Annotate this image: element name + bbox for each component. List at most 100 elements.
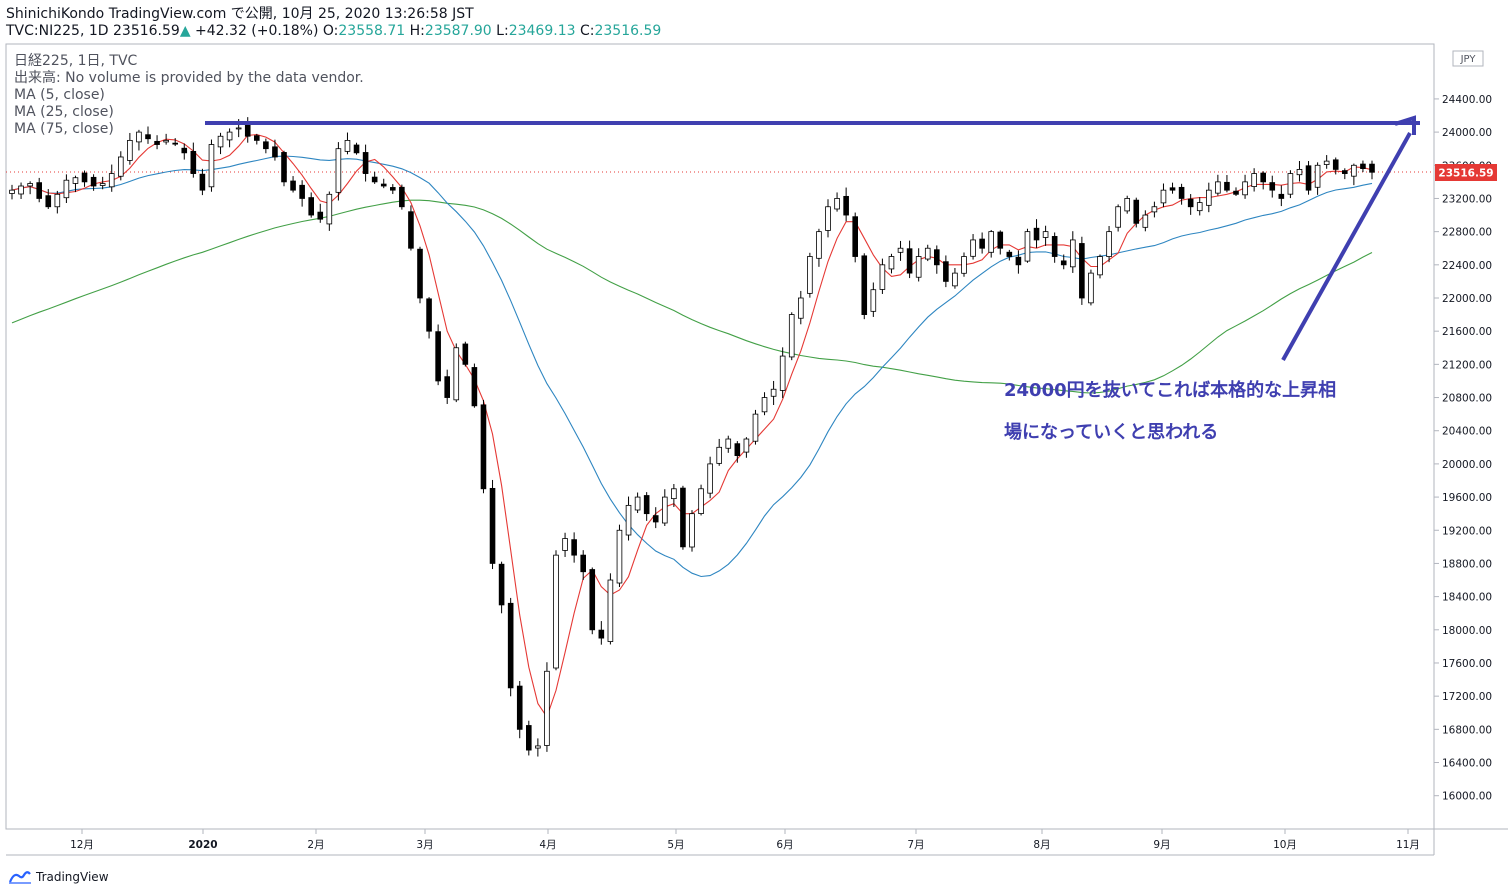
time-tick-label: 2020 bbox=[188, 839, 217, 851]
candle-body bbox=[997, 231, 1004, 249]
candle-body bbox=[643, 495, 650, 515]
tradingview-logo-icon bbox=[8, 871, 31, 884]
ma75-line bbox=[11, 199, 1373, 394]
legend-ma5[interactable]: MA (5, close) bbox=[14, 87, 105, 103]
candle-body bbox=[1169, 187, 1176, 191]
time-tick-label: 3月 bbox=[416, 839, 433, 851]
candle-body bbox=[770, 388, 777, 397]
price-tick-label: 24000.00 bbox=[1442, 127, 1492, 139]
candle-body bbox=[190, 150, 197, 174]
candle-body bbox=[725, 438, 732, 449]
candle-body bbox=[299, 184, 305, 199]
tradingview-brand[interactable]: TradingView bbox=[8, 870, 109, 884]
candle-body bbox=[1079, 243, 1085, 299]
candle-body bbox=[943, 261, 949, 282]
candle-body bbox=[253, 135, 260, 141]
candle-body bbox=[625, 504, 632, 536]
legend-volume-note: 出来高: No volume is provided by the data v… bbox=[14, 70, 364, 86]
price-tick-label: 24400.00 bbox=[1442, 94, 1492, 106]
candle-body bbox=[607, 579, 614, 642]
candle-body bbox=[27, 183, 33, 187]
candle-body bbox=[371, 176, 378, 183]
candle-body bbox=[326, 193, 333, 225]
candle-body bbox=[906, 248, 913, 274]
candle-body bbox=[716, 446, 722, 464]
candle-body bbox=[1296, 169, 1303, 176]
up-arrow-icon: ▲ bbox=[179, 23, 191, 39]
candle-body bbox=[181, 147, 188, 154]
candle-body bbox=[399, 186, 405, 208]
price-tick-label: 22000.00 bbox=[1442, 293, 1492, 305]
annotation-arrow[interactable] bbox=[1281, 132, 1412, 361]
candle-body bbox=[1332, 159, 1339, 170]
candle-body bbox=[172, 142, 179, 145]
candle-body bbox=[1242, 181, 1248, 196]
price-tick-label: 21200.00 bbox=[1442, 359, 1492, 371]
low-label: L: bbox=[496, 23, 509, 39]
candle-body bbox=[779, 355, 786, 391]
candle-body bbox=[1187, 198, 1194, 208]
candle-body bbox=[108, 173, 115, 188]
ma25-line bbox=[11, 155, 1373, 578]
candle-body bbox=[163, 139, 169, 143]
candle-body bbox=[1224, 181, 1230, 191]
candle-body bbox=[1360, 163, 1366, 169]
candle-body bbox=[807, 256, 813, 294]
time-tick-label: 6月 bbox=[776, 839, 793, 851]
candle-body bbox=[662, 496, 668, 524]
candle-body bbox=[616, 529, 623, 584]
candle-body bbox=[99, 183, 106, 186]
candle-body bbox=[344, 139, 351, 152]
candle-body bbox=[852, 216, 858, 257]
candle-body bbox=[1269, 182, 1276, 191]
high-label: H: bbox=[409, 23, 425, 39]
candle-body bbox=[788, 314, 795, 358]
candle-body bbox=[335, 148, 342, 193]
candle-body bbox=[544, 670, 550, 746]
symbol-label[interactable]: TVC:NI225, 1D bbox=[6, 23, 109, 39]
currency-badge[interactable] bbox=[1452, 50, 1484, 67]
candle-body bbox=[1206, 189, 1212, 206]
price-tick-label: 18800.00 bbox=[1442, 558, 1492, 570]
legend-ma25[interactable]: MA (25, close) bbox=[14, 104, 114, 120]
candle-body bbox=[272, 146, 278, 158]
candle-body bbox=[1006, 251, 1013, 257]
candle-body bbox=[934, 249, 940, 266]
candle-body bbox=[1024, 231, 1031, 262]
candle-body bbox=[1278, 193, 1285, 199]
candle-body bbox=[118, 156, 124, 177]
candle-body bbox=[1196, 202, 1203, 212]
candle-body bbox=[1051, 236, 1058, 257]
candle-body bbox=[417, 248, 423, 299]
candle-body bbox=[308, 197, 314, 216]
candle-body bbox=[81, 172, 88, 183]
time-tick-label: 7月 bbox=[907, 839, 924, 851]
candle-body bbox=[988, 231, 994, 253]
legend-series-title[interactable]: 日経225, 1日, TVC bbox=[14, 53, 138, 69]
price-tick-label: 18400.00 bbox=[1442, 592, 1492, 604]
candle-body bbox=[426, 298, 432, 332]
last-price: 23516.59 bbox=[113, 23, 180, 39]
legend-ma75[interactable]: MA (75, close) bbox=[14, 121, 114, 137]
price-axis: 24400.0024000.0023600.0023200.0022800.00… bbox=[1434, 94, 1492, 803]
candle-body bbox=[652, 515, 659, 523]
candle-body bbox=[526, 725, 532, 751]
candle-body bbox=[1323, 160, 1330, 165]
candle-body bbox=[72, 177, 79, 184]
last-price-tag-label: 23516.59 bbox=[1438, 168, 1493, 180]
candle-body bbox=[1215, 181, 1221, 194]
time-tick-label: 9月 bbox=[1153, 839, 1170, 851]
candle-body bbox=[761, 397, 768, 413]
annotation-line-1: 24000円を抜いてこれば本格的な上昇相 bbox=[1004, 379, 1336, 401]
candle-body bbox=[498, 563, 505, 606]
candle-body bbox=[589, 569, 596, 631]
price-tick-label: 21600.00 bbox=[1442, 326, 1492, 338]
candle-body bbox=[571, 539, 577, 556]
price-tick-label: 20000.00 bbox=[1442, 459, 1492, 471]
candle-body bbox=[634, 496, 641, 511]
open-label: O: bbox=[322, 23, 339, 39]
candle-body bbox=[1351, 164, 1357, 177]
time-tick-label: 8月 bbox=[1033, 839, 1050, 851]
price-tick-label: 22800.00 bbox=[1442, 227, 1492, 239]
